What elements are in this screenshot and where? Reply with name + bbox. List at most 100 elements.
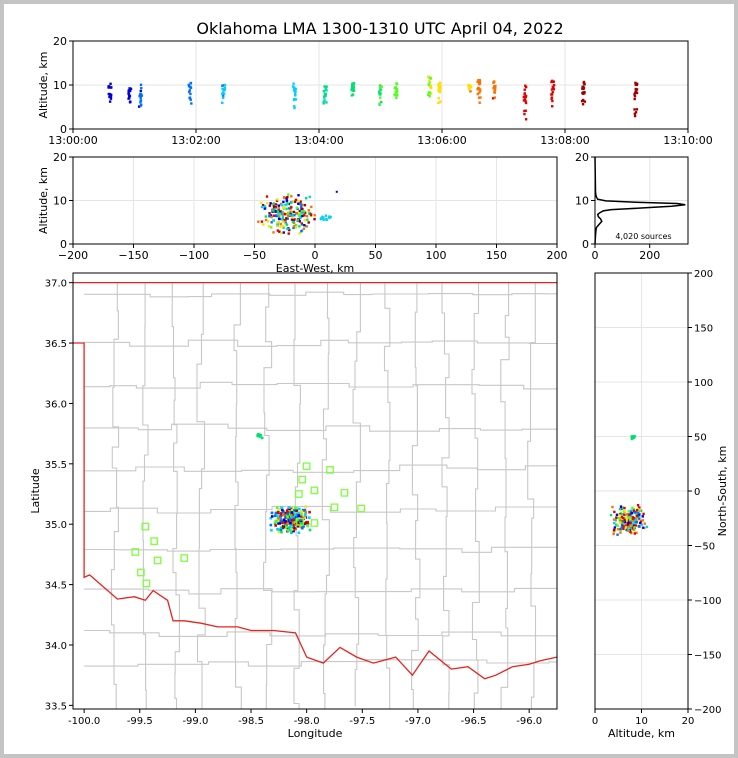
x-tick-label: 13:00:00	[48, 134, 97, 147]
source-point	[288, 518, 292, 521]
source-point	[291, 210, 294, 214]
source-point	[256, 434, 259, 437]
source-point	[278, 522, 281, 525]
source-point	[615, 513, 619, 516]
source-point	[300, 510, 304, 513]
source-point	[395, 96, 398, 99]
source-point	[638, 517, 641, 520]
source-point	[276, 222, 279, 226]
source-point	[323, 92, 327, 95]
source-point	[273, 207, 277, 210]
source-point	[551, 79, 554, 83]
source-point	[613, 521, 616, 525]
source-point	[438, 89, 441, 92]
source-point	[427, 83, 430, 86]
y-tick-label: −100	[694, 596, 721, 607]
source-point	[139, 89, 143, 93]
y-tick-label: 20	[53, 35, 67, 48]
source-point	[428, 80, 431, 84]
source-point	[623, 513, 626, 516]
county-line	[142, 282, 149, 709]
source-point	[275, 519, 279, 523]
source-point	[307, 209, 310, 212]
source-point	[281, 508, 284, 512]
y-tick-label: 10	[575, 195, 589, 208]
source-point	[279, 225, 282, 228]
source-point	[630, 531, 633, 535]
source-point	[300, 211, 303, 214]
source-point	[297, 511, 300, 515]
source-point	[291, 521, 295, 524]
x-tick-label: 10	[635, 716, 648, 727]
source-point	[304, 505, 307, 508]
lma-station-marker	[340, 488, 349, 497]
source-point	[293, 106, 296, 110]
source-point	[263, 207, 267, 210]
source-point	[478, 82, 481, 86]
y-tick-label: 0	[582, 238, 589, 251]
county-line	[233, 282, 242, 709]
x-tick-label: −200	[58, 249, 88, 262]
county-line	[84, 505, 557, 514]
source-point	[581, 86, 585, 89]
source-point	[282, 518, 286, 522]
source-point	[478, 91, 481, 94]
source-point	[619, 531, 622, 534]
source-point	[633, 108, 636, 111]
source-point	[614, 519, 617, 522]
source-point	[297, 531, 301, 535]
source-point	[427, 75, 430, 79]
source-point	[260, 436, 264, 440]
source-point	[139, 94, 143, 97]
source-point	[621, 513, 624, 516]
source-point	[613, 526, 617, 529]
source-point	[299, 513, 303, 516]
source-point	[633, 114, 637, 118]
figure-frame: Oklahoma LMA 1300-1310 UTC April 04, 202…	[4, 4, 734, 754]
source-point	[378, 84, 382, 87]
source-point	[476, 92, 480, 96]
source-point	[304, 511, 307, 514]
source-point	[280, 212, 284, 215]
y-tick-label: 0	[60, 123, 67, 136]
source-point	[221, 92, 224, 96]
source-point	[613, 510, 616, 514]
y-tick-label: 35.0	[45, 520, 67, 531]
source-point	[303, 516, 307, 520]
y-axis-label: North-South, km	[716, 446, 729, 537]
source-point	[307, 221, 310, 224]
source-point	[109, 82, 112, 85]
source-point	[293, 214, 296, 217]
lma-station-marker	[141, 522, 150, 531]
source-point	[138, 94, 141, 98]
source-point	[351, 93, 355, 96]
source-point	[631, 516, 635, 519]
y-axis-label: Altitude, km	[37, 167, 50, 234]
source-point	[634, 91, 637, 94]
source-point	[626, 523, 630, 526]
source-point	[634, 518, 637, 522]
source-point	[621, 506, 624, 509]
source-point	[639, 521, 642, 525]
source-point	[629, 518, 632, 522]
source-point	[631, 437, 634, 440]
source-point	[265, 195, 269, 198]
source-point	[523, 109, 526, 113]
source-point	[303, 219, 306, 222]
source-point	[634, 87, 637, 91]
source-point	[301, 203, 304, 206]
source-point	[277, 212, 280, 215]
lma-station-marker	[295, 490, 303, 498]
source-point	[264, 218, 268, 222]
source-point	[260, 220, 264, 223]
source-point	[322, 89, 326, 93]
source-point	[581, 87, 584, 90]
source-point	[429, 92, 433, 95]
source-point	[633, 112, 637, 115]
source-point	[222, 89, 225, 92]
y-tick-label: 34.5	[45, 581, 67, 592]
source-point	[428, 79, 431, 83]
source-point	[611, 505, 614, 509]
source-point	[612, 528, 616, 532]
source-point	[633, 524, 636, 527]
